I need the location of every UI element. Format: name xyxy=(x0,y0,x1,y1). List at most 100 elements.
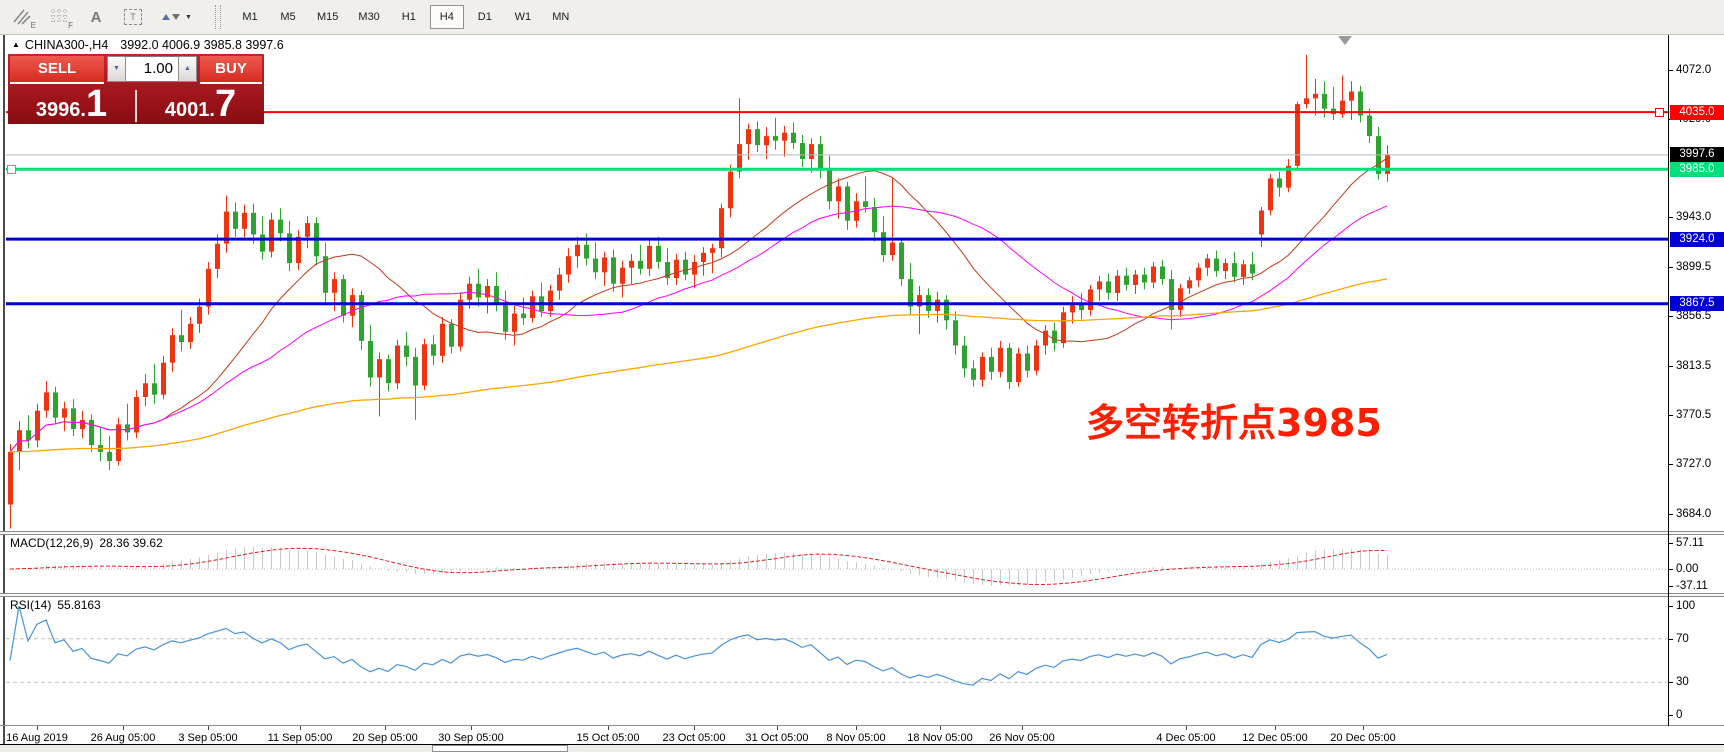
price-chart-panel[interactable] xyxy=(6,34,1668,531)
x-axis-date-label: 23 Oct 05:00 xyxy=(662,732,726,744)
tool-sub-label: F xyxy=(68,21,73,30)
rsi-axis-label: 70 xyxy=(1676,633,1689,645)
tool-sub-label: E xyxy=(30,21,36,30)
timeframe-button-h4[interactable]: H4 xyxy=(429,5,464,29)
grid-icon xyxy=(51,9,67,23)
candles[interactable] xyxy=(8,54,1390,529)
price-label-chip: 3985.0 xyxy=(1670,162,1724,177)
timeframe-button-mn[interactable]: MN xyxy=(552,11,570,23)
panel-separator[interactable] xyxy=(0,531,1724,535)
panel-separator[interactable] xyxy=(0,593,1724,597)
sell-price: 3996. 1 xyxy=(35,83,108,125)
arrows-icon xyxy=(162,14,181,20)
y-axis-tick-label: 3770.5 xyxy=(1676,409,1712,421)
dropdown-caret-icon: ▼ xyxy=(185,13,192,21)
symbol-marker-icon: ▲ xyxy=(12,40,20,49)
x-axis-tick-mark xyxy=(385,726,386,730)
letter-a-icon: A xyxy=(90,8,102,26)
status-bar xyxy=(0,745,1724,752)
x-axis-date-label: 20 Dec 05:00 xyxy=(1330,732,1396,744)
x-axis-date-label: 15 Oct 05:00 xyxy=(576,732,640,744)
x-axis-tick-mark xyxy=(1363,726,1364,730)
x-axis-date-label: 18 Nov 05:00 xyxy=(907,732,973,744)
chart-shift-marker-icon xyxy=(1338,36,1352,45)
volume-input[interactable]: 1.00 xyxy=(126,56,178,82)
price-axis-border xyxy=(1668,34,1669,726)
rsi-line xyxy=(9,605,1388,686)
ma-30-line xyxy=(9,205,1388,453)
price-label-chip: 3997.6 xyxy=(1670,147,1724,162)
line-handle-marker[interactable] xyxy=(7,165,16,174)
macd-axis-tick-mark xyxy=(1668,586,1673,587)
window-border xyxy=(3,34,5,752)
x-axis-date-label: 11 Sep 05:00 xyxy=(267,732,333,744)
y-axis-tick-mark xyxy=(1668,70,1673,71)
y-axis-tick-label: 4072.0 xyxy=(1676,64,1712,76)
x-axis-tick-mark xyxy=(471,726,472,730)
volume-decrease-button[interactable]: ▼ xyxy=(107,56,126,82)
x-axis-tick-mark xyxy=(940,726,941,730)
macd-axis-label: 0.00 xyxy=(1676,563,1699,575)
grid-tool-button[interactable]: F xyxy=(44,4,74,30)
timeframe-toolbar: M1 M5 M15 M30 H1 H4 D1 W1 MN xyxy=(233,5,582,29)
buy-button[interactable]: BUY xyxy=(200,56,262,84)
rsi-label: RSI(14) 55.8163 xyxy=(10,598,107,612)
x-axis-tick-mark xyxy=(300,726,301,730)
x-axis-tick-mark xyxy=(208,726,209,730)
timeframe-button-w1[interactable]: W1 xyxy=(514,11,532,23)
x-axis-separator xyxy=(0,725,1724,726)
rsi-axis-label: 0 xyxy=(1676,709,1683,721)
rsi-axis-tick-mark xyxy=(1668,606,1673,607)
timeframe-button-d1[interactable]: D1 xyxy=(477,11,492,23)
volume-increase-button[interactable]: ▲ xyxy=(178,56,197,82)
x-axis-tick-mark xyxy=(123,726,124,730)
y-axis-tick-mark xyxy=(1668,366,1673,367)
x-axis-date-label: 3 Sep 05:00 xyxy=(178,732,238,744)
x-axis-date-label: 12 Dec 05:00 xyxy=(1242,732,1308,744)
horizontal-price-lines[interactable] xyxy=(6,111,1668,306)
timeframe-button-m1[interactable]: M1 xyxy=(242,11,258,23)
x-axis-tick-mark xyxy=(1186,726,1187,730)
y-axis-tick-label: 3813.5 xyxy=(1676,360,1712,372)
trendlines-tool-button[interactable]: E xyxy=(7,4,37,30)
y-axis-tick-label: 3727.0 xyxy=(1676,458,1712,470)
x-axis-tick-mark xyxy=(1275,726,1276,730)
y-axis-tick-label: 3943.0 xyxy=(1676,211,1712,223)
macd-panel[interactable] xyxy=(6,535,1668,593)
ma-150-line xyxy=(9,278,1388,453)
textbox-tool-button[interactable]: T xyxy=(118,4,148,30)
x-axis-date-label: 4 Dec 05:00 xyxy=(1156,732,1216,744)
sell-button[interactable]: SELL xyxy=(10,56,104,84)
y-axis-tick-label: 3856.5 xyxy=(1676,310,1712,322)
window-border xyxy=(0,744,1724,745)
rsi-name: RSI(14) xyxy=(10,598,52,612)
arrows-style-button[interactable]: ▼ xyxy=(155,4,199,30)
rsi-panel[interactable] xyxy=(6,597,1668,725)
chart-symbol-period: CHINA300-,H4 xyxy=(24,38,109,52)
timeframe-button-m15[interactable]: M15 xyxy=(317,11,339,23)
macd-values: 28.36 39.62 xyxy=(99,536,163,550)
macd-signal-line xyxy=(9,547,1388,586)
chart-title: ▲ CHINA300-,H4 3992.0 4006.9 3985.8 3997.6 xyxy=(12,38,284,52)
price-label-chip: 3924.0 xyxy=(1670,232,1724,247)
rsi-axis-label: 100 xyxy=(1676,600,1696,612)
line-handle-marker[interactable] xyxy=(1655,108,1664,117)
timeframe-button-m30[interactable]: M30 xyxy=(358,11,380,23)
macd-axis-label: -37.11 xyxy=(1676,580,1708,592)
rsi-axis-tick-mark xyxy=(1668,682,1673,683)
macd-axis-tick-mark xyxy=(1668,569,1673,570)
rsi-value: 55.8163 xyxy=(57,598,101,612)
volume-spinner: ▼ 1.00 ▲ xyxy=(107,56,197,82)
macd-histogram xyxy=(10,546,1388,586)
macd-label: MACD(12,26,9) 28.36 39.62 xyxy=(10,536,169,550)
timeframe-button-m5[interactable]: M5 xyxy=(280,11,296,23)
x-axis-tick-mark xyxy=(1022,726,1023,730)
x-axis-date-label: 26 Aug 05:00 xyxy=(90,732,156,744)
y-axis-tick-mark xyxy=(1668,267,1673,268)
price-label-chip: 4035.0 xyxy=(1670,105,1724,120)
y-axis-tick-label: 3684.0 xyxy=(1676,508,1712,520)
timeframe-button-h1[interactable]: H1 xyxy=(401,11,416,23)
text-label-tool-button[interactable]: A xyxy=(81,4,111,30)
trendlines-icon xyxy=(13,9,31,25)
x-axis-date-label: 8 Nov 05:00 xyxy=(826,732,886,744)
